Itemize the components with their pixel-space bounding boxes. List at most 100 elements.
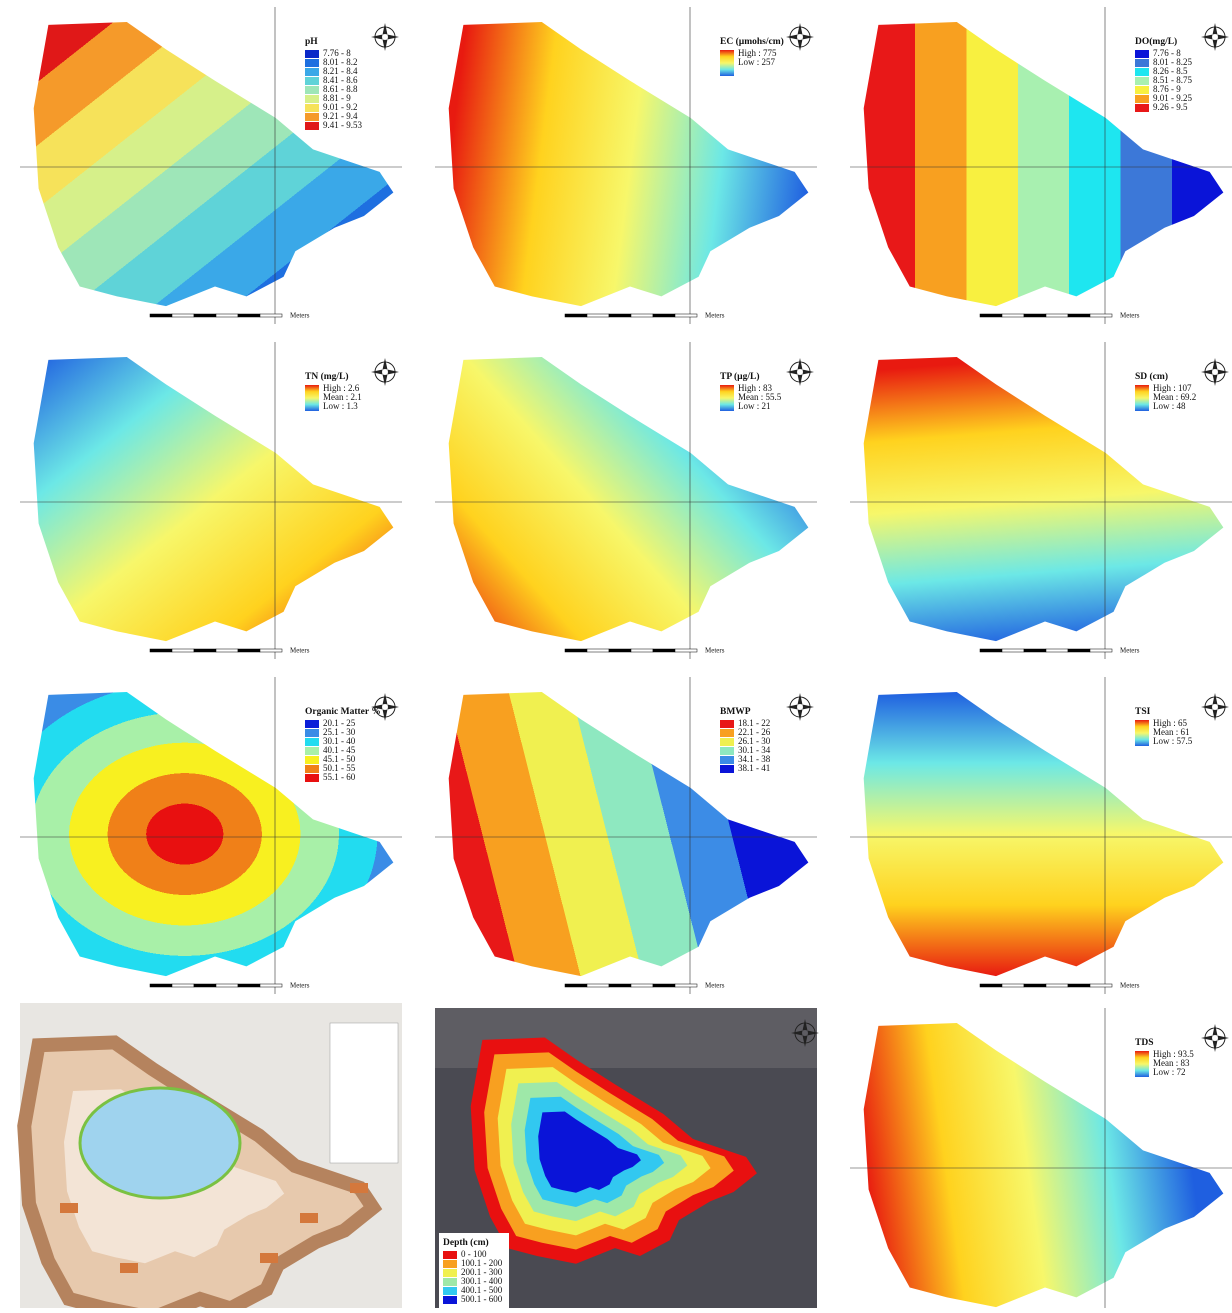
legend-swatch	[443, 1260, 457, 1268]
legend-label: High : 2.6	[323, 383, 360, 393]
depth-zone	[538, 1111, 641, 1193]
legend-title: TSI	[1135, 707, 1151, 717]
scale-unit: Meters	[290, 647, 310, 655]
scale-segment	[979, 648, 1003, 653]
legend-swatch	[1135, 68, 1149, 76]
legend-title: TN (mg/L)	[305, 371, 349, 382]
legend-swatch	[720, 747, 734, 755]
scale-segment	[1023, 648, 1047, 653]
legend-swatch	[305, 104, 319, 112]
legend-title: Organic Matter %	[305, 707, 381, 717]
legend-label: 0 - 100	[461, 1249, 487, 1259]
north-arrow-star	[1201, 1024, 1229, 1052]
legend-ramp	[720, 385, 734, 411]
scale-bar: Meters	[564, 647, 725, 655]
legend-label: 8.26 - 8.5	[1153, 66, 1188, 76]
legend-label: 20.1 - 25	[323, 718, 356, 728]
legend-swatch	[1135, 77, 1149, 85]
scale-segment	[193, 983, 217, 988]
legend-label: 500.1 - 600	[461, 1294, 503, 1304]
lake-surface	[863, 356, 1224, 642]
scale-unit: Meters	[290, 982, 310, 990]
legend-swatch	[305, 729, 319, 737]
farmland	[120, 1263, 138, 1273]
scale-segment	[1023, 983, 1047, 988]
north-arrow-star	[371, 23, 399, 51]
legend-label: Low : 257	[738, 57, 775, 67]
legend-title: pH	[305, 37, 318, 47]
scale-bar: Meters	[149, 312, 310, 320]
legend-label: 55.1 - 60	[323, 772, 356, 782]
lake-surface	[33, 21, 394, 307]
legend-swatch	[305, 122, 319, 130]
legend-title: TP (µg/L)	[720, 371, 760, 382]
scale-unit: Meters	[1120, 312, 1140, 320]
legend-label: 30.1 - 40	[323, 736, 356, 746]
scale-segment	[630, 313, 654, 318]
scale-bar: Meters	[979, 647, 1140, 655]
scale-segment	[1045, 983, 1069, 988]
legend-ramp	[1135, 720, 1149, 746]
legend-label: 300.1 - 400	[461, 1276, 503, 1286]
legend-swatch	[720, 738, 734, 746]
legend-label: 34.1 - 38	[738, 754, 771, 764]
legend-label: 8.61 - 8.8	[323, 84, 358, 94]
scale-unit: Meters	[705, 982, 725, 990]
north-arrow-star	[786, 23, 814, 51]
legend-ramp	[1135, 1051, 1149, 1077]
scale-segment	[149, 983, 173, 988]
north-arrow-star	[786, 358, 814, 386]
legend-label: Low : 57.5	[1153, 736, 1193, 746]
legend-swatch	[1135, 104, 1149, 112]
north-arrow	[1201, 693, 1229, 721]
legend-label: Low : 1.3	[323, 401, 358, 411]
legend-label: 8.21 - 8.4	[323, 66, 358, 76]
scale-segment	[1045, 648, 1069, 653]
legend-label: 8.01 - 8.2	[323, 57, 358, 67]
legend-swatch	[443, 1278, 457, 1286]
legend-swatch	[1135, 95, 1149, 103]
legend-title: DO(mg/L)	[1135, 36, 1177, 47]
legend-swatch	[305, 738, 319, 746]
scale-segment	[193, 313, 217, 318]
legend-label: Low : 72	[1153, 1067, 1186, 1077]
farmland	[260, 1253, 278, 1263]
scale-segment	[237, 648, 261, 653]
north-arrow-star	[786, 693, 814, 721]
legend-swatch	[443, 1296, 457, 1304]
legend-label: High : 83	[738, 383, 773, 393]
scale-bar: Meters	[979, 312, 1140, 320]
scale-segment	[171, 648, 195, 653]
north-arrow-star	[791, 1019, 819, 1047]
scale-segment	[1089, 313, 1113, 318]
scale-segment	[171, 983, 195, 988]
legend-box	[329, 1022, 399, 1164]
legend-label: 45.1 - 50	[323, 754, 356, 764]
legend-title: TDS	[1135, 1038, 1153, 1048]
legend-label: 50.1 - 55	[323, 763, 356, 773]
scale-segment	[215, 983, 239, 988]
scale-segment	[674, 648, 698, 653]
north-arrow	[371, 358, 399, 386]
scale-bar: Meters	[564, 312, 725, 320]
scale-segment	[608, 648, 632, 653]
legend-swatch	[305, 756, 319, 764]
legend: pH 7.76 - 88.01 - 8.28.21 - 8.48.41 - 8.6…	[305, 37, 362, 130]
scale-bar: Meters	[149, 647, 310, 655]
legend-label: 200.1 - 300	[461, 1267, 503, 1277]
scale-segment	[237, 983, 261, 988]
scale-segment	[259, 313, 283, 318]
scale-segment	[259, 648, 283, 653]
scale-segment	[149, 648, 173, 653]
